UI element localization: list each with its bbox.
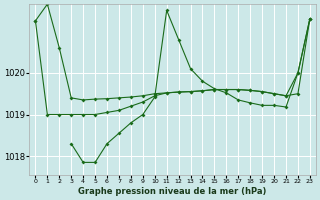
X-axis label: Graphe pression niveau de la mer (hPa): Graphe pression niveau de la mer (hPa)	[78, 187, 267, 196]
